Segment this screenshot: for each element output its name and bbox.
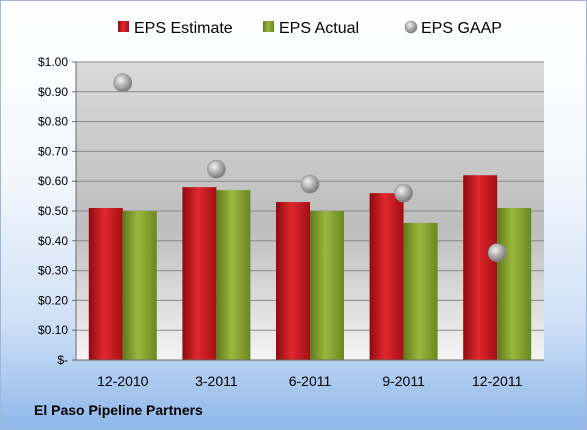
legend-label-eps-actual: EPS Actual — [279, 20, 359, 37]
bar-eps-actual-12-2010 — [122, 211, 157, 360]
bar-eps-actual-9-2011 — [403, 222, 438, 360]
legend-label-eps-gaap: EPS GAAP — [421, 20, 502, 37]
bar-eps-estimate-12-2010 — [88, 208, 123, 360]
y-tick-label: $0.90 — [38, 85, 68, 99]
bar-eps-estimate-3-2011 — [182, 187, 217, 360]
bar-eps-actual-12-2011 — [497, 208, 532, 360]
point-eps-gaap-12-2011 — [487, 243, 507, 263]
y-tick-label: $0.80 — [38, 115, 68, 129]
company-name: El Paso Pipeline Partners — [34, 402, 203, 418]
point-eps-gaap-9-2011 — [394, 183, 413, 203]
y-tick-label: $0.10 — [38, 323, 68, 337]
y-tick-label: $0.50 — [38, 204, 68, 218]
bar-eps-estimate-9-2011 — [369, 193, 404, 360]
y-tick-label: $0.30 — [38, 264, 68, 278]
y-tick-label: $0.60 — [38, 174, 68, 188]
legend-swatch-eps-actual — [263, 21, 274, 32]
y-tick-label: $1.00 — [38, 55, 68, 69]
legend-swatch-eps-gaap — [404, 20, 418, 34]
y-tick-label: $- — [57, 353, 68, 367]
legend-swatch-eps-estimate — [118, 21, 129, 32]
y-tick-label: $0.20 — [38, 293, 68, 307]
bar-eps-estimate-12-2011 — [463, 175, 498, 360]
y-tick-label: $0.40 — [38, 234, 68, 248]
x-tick-label: 3-2011 — [195, 373, 238, 389]
bar-eps-actual-3-2011 — [216, 190, 251, 360]
bar-eps-actual-6-2011 — [310, 211, 344, 360]
x-tick-label: 9-2011 — [382, 373, 425, 389]
y-tick-label: $0.70 — [38, 144, 68, 158]
point-eps-gaap-12-2010 — [113, 73, 133, 93]
x-tick-label: 12-2011 — [472, 373, 523, 389]
point-eps-gaap-6-2011 — [300, 174, 320, 194]
x-tick-label: 12-2010 — [97, 373, 149, 389]
bar-eps-estimate-6-2011 — [276, 202, 310, 360]
point-eps-gaap-3-2011 — [207, 159, 226, 179]
legend-label-eps-estimate: EPS Estimate — [134, 20, 233, 37]
x-tick-label: 6-2011 — [289, 373, 332, 389]
